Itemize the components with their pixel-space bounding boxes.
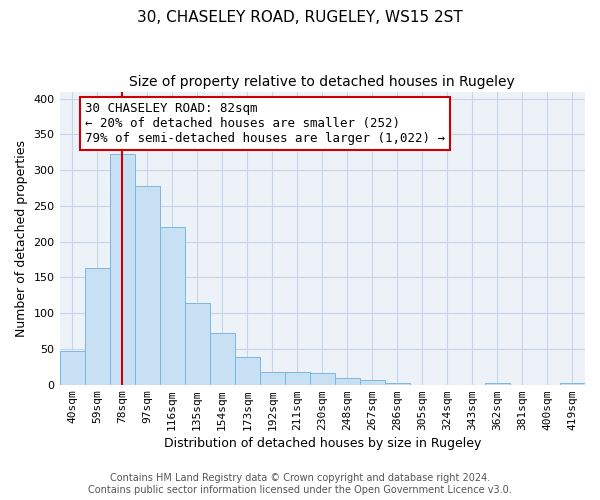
Bar: [360, 380, 385, 384]
Bar: [59, 351, 85, 384]
Title: Size of property relative to detached houses in Rugeley: Size of property relative to detached ho…: [130, 75, 515, 89]
Bar: [310, 372, 335, 384]
Text: 30, CHASELEY ROAD, RUGELEY, WS15 2ST: 30, CHASELEY ROAD, RUGELEY, WS15 2ST: [137, 10, 463, 25]
Bar: [134, 186, 160, 384]
Bar: [485, 382, 510, 384]
Bar: [160, 226, 185, 384]
X-axis label: Distribution of detached houses by size in Rugeley: Distribution of detached houses by size …: [164, 437, 481, 450]
Bar: [235, 357, 260, 384]
Text: 30 CHASELEY ROAD: 82sqm
← 20% of detached houses are smaller (252)
79% of semi-d: 30 CHASELEY ROAD: 82sqm ← 20% of detache…: [85, 102, 445, 146]
Y-axis label: Number of detached properties: Number of detached properties: [15, 140, 28, 336]
Bar: [385, 382, 410, 384]
Bar: [85, 268, 110, 384]
Bar: [185, 303, 209, 384]
Bar: [110, 154, 134, 384]
Text: Contains HM Land Registry data © Crown copyright and database right 2024.
Contai: Contains HM Land Registry data © Crown c…: [88, 474, 512, 495]
Bar: [335, 378, 360, 384]
Bar: [285, 372, 310, 384]
Bar: [260, 372, 285, 384]
Bar: [209, 332, 235, 384]
